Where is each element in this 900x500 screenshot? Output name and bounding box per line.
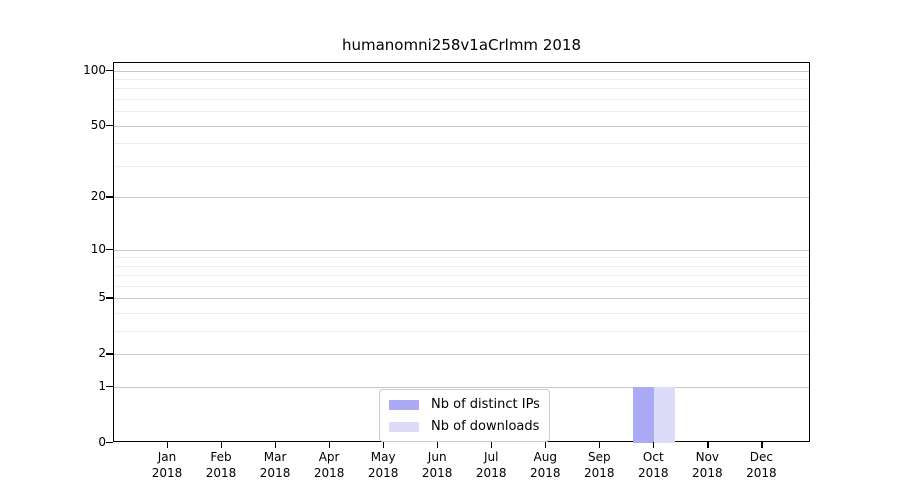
x-tick-label-line: 2018 (367, 466, 399, 480)
gridline-major (114, 354, 809, 356)
y-tick-label: 2 (98, 346, 106, 361)
x-tick-label: Nov 2018 (677, 449, 737, 481)
x-tick-label: Jan 2018 (137, 449, 197, 481)
gridline-major (114, 298, 809, 300)
x-tick-label-line: 2018 (529, 466, 561, 480)
gridline-minor (114, 257, 809, 259)
x-tick-mark (491, 442, 493, 448)
x-tick-label-line: 2018 (421, 466, 453, 480)
y-tick-label: 0 (98, 435, 106, 449)
x-tick-label-line: Aug (533, 450, 557, 464)
y-tick-mark (106, 248, 113, 250)
x-tick-label: Jul 2018 (461, 449, 521, 481)
y-tick-label: 20 (90, 189, 106, 204)
x-tick-label-line: 2018 (692, 466, 723, 480)
x-tick-label: Oct 2018 (623, 449, 683, 481)
x-tick-mark (383, 442, 385, 448)
gridline-minor (114, 331, 809, 333)
gridline-minor (114, 265, 809, 267)
y-tick-label: 1 (98, 379, 106, 394)
x-tick-mark (329, 442, 331, 448)
legend-item-distinct-ips: Nb of distinct IPs (389, 395, 540, 414)
x-tick-label-line: Jan (157, 450, 177, 464)
x-tick-mark (653, 442, 655, 448)
gridline-major (114, 125, 809, 127)
x-tick-label-line: Apr (318, 450, 340, 464)
x-tick-mark (221, 442, 223, 448)
x-tick-label-line: May (370, 450, 396, 464)
gridline-minor (114, 88, 809, 90)
y-tick-mark (106, 353, 113, 355)
x-tick-label-line: 2018 (313, 466, 345, 480)
legend-swatch-downloads (389, 421, 419, 432)
legend-label-distinct-ips: Nb of distinct IPs (431, 397, 540, 412)
gridline-minor (114, 99, 809, 101)
gridline-minor (114, 285, 809, 287)
gridline-minor (114, 275, 809, 277)
x-tick-label-line: Nov (695, 450, 720, 464)
y-tick-mark (106, 69, 113, 71)
gridline-minor (114, 313, 809, 315)
x-tick-label-line: Mar (263, 450, 287, 464)
y-tick-label: 5 (98, 290, 106, 305)
x-tick-mark (545, 442, 547, 448)
x-tick-label-line: Dec (749, 450, 773, 464)
x-tick-mark (275, 442, 277, 448)
bar-nb-of-downloads-oct-2018 (654, 387, 676, 443)
x-tick-label-line: 2018 (746, 466, 777, 480)
legend-label-downloads: Nb of downloads (431, 419, 540, 434)
x-tick-mark (761, 442, 763, 448)
x-tick-label: Jun 2018 (407, 449, 467, 481)
x-tick-label-line: 2018 (259, 466, 291, 480)
x-tick-label: May 2018 (353, 449, 413, 481)
y-tick-label: 100 (83, 62, 106, 77)
legend: Nb of distinct IPs Nb of downloads (379, 389, 550, 442)
x-tick-mark (437, 442, 439, 448)
x-tick-label: Dec 2018 (731, 449, 791, 481)
x-tick-label-line: 2018 (638, 466, 669, 480)
bar-nb-of-distinct-ips-oct-2018 (633, 387, 655, 443)
x-tick-label: Feb 2018 (191, 449, 251, 481)
gridline-minor (114, 143, 809, 145)
x-tick-label-line: Sep (587, 450, 611, 464)
y-tick-mark (106, 196, 113, 198)
x-tick-label-line: Jul (483, 450, 499, 464)
y-tick-mark (106, 442, 113, 444)
x-tick-label: Mar 2018 (245, 449, 305, 481)
y-tick-label: 10 (90, 241, 106, 256)
x-tick-label: Aug 2018 (515, 449, 575, 481)
x-tick-label-line: 2018 (475, 466, 507, 480)
gridline-major (114, 197, 809, 199)
x-tick-mark (599, 442, 601, 448)
legend-item-downloads: Nb of downloads (389, 417, 540, 436)
x-tick-label: Apr 2018 (299, 449, 359, 481)
x-tick-label-line: Feb (210, 450, 232, 464)
y-tick-label: 50 (90, 117, 106, 132)
x-tick-mark (707, 442, 709, 448)
y-tick-mark (106, 124, 113, 126)
gridline-minor (114, 111, 809, 113)
plot-area: Nb of distinct IPs Nb of downloads (113, 62, 810, 443)
y-tick-mark (106, 386, 113, 388)
legend-swatch-distinct-ips (389, 399, 419, 410)
gridline-minor (114, 165, 809, 167)
x-tick-label-line: Jun (427, 450, 447, 464)
gridline-major (114, 249, 809, 251)
gridline-major (114, 70, 809, 72)
chart-title: humanomni258v1aCrlmm 2018 (341, 36, 581, 54)
x-tick-label: Sep 2018 (569, 449, 629, 481)
x-tick-label-line: 2018 (151, 466, 183, 480)
x-tick-label-line: 2018 (583, 466, 615, 480)
x-tick-mark (167, 442, 169, 448)
gridline-major (114, 387, 809, 389)
x-tick-label-line: 2018 (205, 466, 237, 480)
y-tick-mark (106, 297, 113, 299)
x-tick-label-line: Oct (642, 450, 664, 464)
gridline-minor (114, 79, 809, 81)
